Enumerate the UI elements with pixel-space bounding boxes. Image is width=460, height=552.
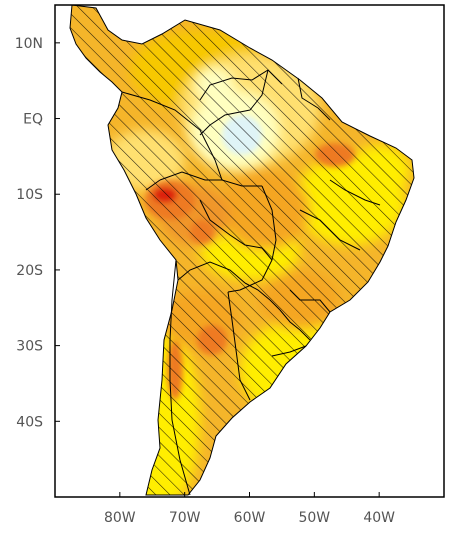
lat-tick-label: 10N: [15, 36, 43, 52]
lat-tick-label: 10S: [16, 187, 43, 203]
lon-tick-label: 60W: [234, 510, 266, 526]
country-borders: [69, 4, 415, 496]
lat-tick-label: 20S: [16, 263, 43, 279]
longitude-axis: 80W 70W 60W 50W 40W: [104, 492, 395, 526]
lon-tick-label: 80W: [104, 510, 136, 526]
lon-tick-label: 50W: [298, 510, 330, 526]
lat-tick-label: 40S: [16, 414, 43, 430]
latitude-axis: 10N EQ 10S 20S 30S 40S: [15, 36, 60, 430]
lon-tick-label: 70W: [169, 510, 201, 526]
lat-tick-label: 30S: [16, 339, 43, 355]
lat-tick-label: EQ: [23, 112, 43, 128]
lon-tick-label: 40W: [363, 510, 395, 526]
